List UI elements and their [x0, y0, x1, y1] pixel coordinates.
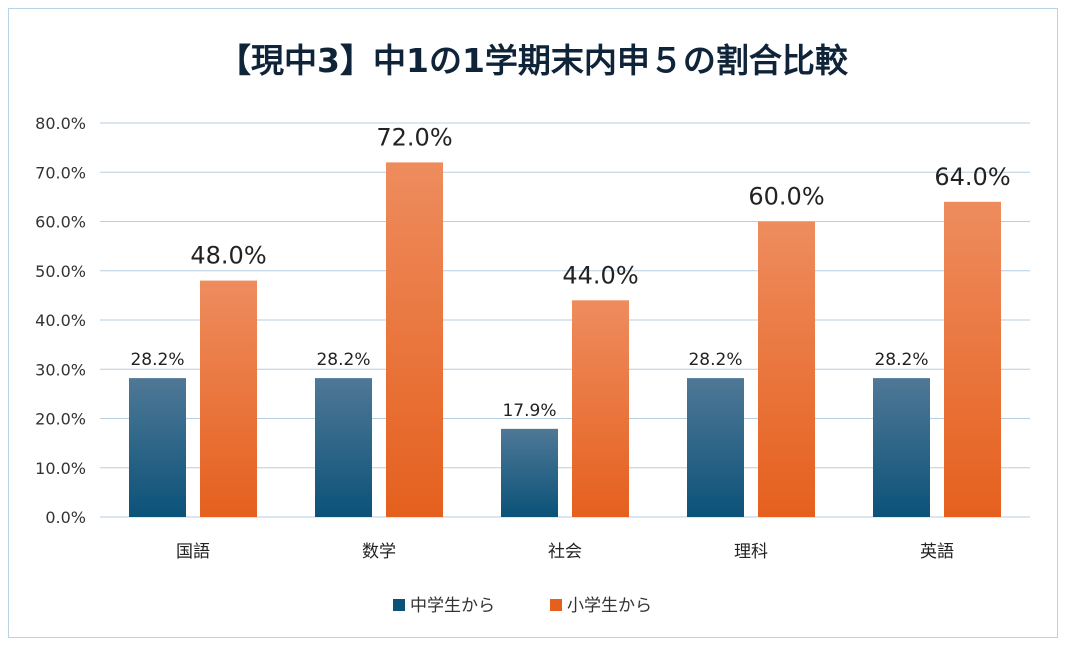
y-tick-label: 10.0% [35, 459, 86, 478]
data-label: 28.2% [874, 350, 928, 370]
data-label: 28.2% [130, 350, 184, 370]
bar-elementary [758, 221, 815, 517]
legend-swatch [550, 599, 562, 611]
bar-elementary [944, 201, 1001, 518]
data-label: 28.2% [688, 350, 742, 370]
bar-junior-high [687, 378, 744, 517]
y-tick-label: 60.0% [35, 213, 86, 232]
y-tick-label: 70.0% [35, 163, 86, 182]
y-tick-label: 20.0% [35, 410, 86, 429]
legend-swatch [393, 599, 405, 611]
data-label: 28.2% [316, 350, 370, 370]
x-tick-label: 国語 [176, 542, 210, 562]
data-label: 64.0% [934, 163, 1010, 191]
bar-elementary [386, 162, 443, 517]
y-tick-label: 50.0% [35, 262, 86, 281]
bar-junior-high [129, 378, 186, 517]
y-tick-label: 30.0% [35, 360, 86, 379]
y-tick-label: 0.0% [45, 508, 86, 527]
bar-junior-high [315, 378, 372, 517]
data-label: 17.9% [502, 401, 556, 421]
data-label: 72.0% [376, 123, 452, 151]
bar-junior-high [873, 378, 930, 517]
bar-elementary [200, 280, 257, 517]
data-label: 44.0% [562, 261, 638, 289]
data-label: 48.0% [190, 242, 266, 270]
legend-label: 中学生から [410, 596, 495, 616]
x-tick-label: 理科 [734, 542, 768, 562]
x-tick-label: 社会 [548, 542, 582, 562]
legend-label: 小学生から [567, 596, 652, 616]
bar-junior-high [501, 428, 558, 517]
chart-title: 【現中3】中1の1学期末内申５の割合比較 [218, 41, 849, 80]
x-tick-label: 数学 [362, 542, 396, 562]
y-tick-label: 80.0% [35, 114, 86, 133]
x-tick-label: 英語 [920, 542, 954, 562]
chart-frame [8, 8, 1058, 638]
data-label: 60.0% [748, 183, 824, 211]
bar-elementary [572, 300, 629, 517]
y-tick-label: 40.0% [35, 311, 86, 330]
